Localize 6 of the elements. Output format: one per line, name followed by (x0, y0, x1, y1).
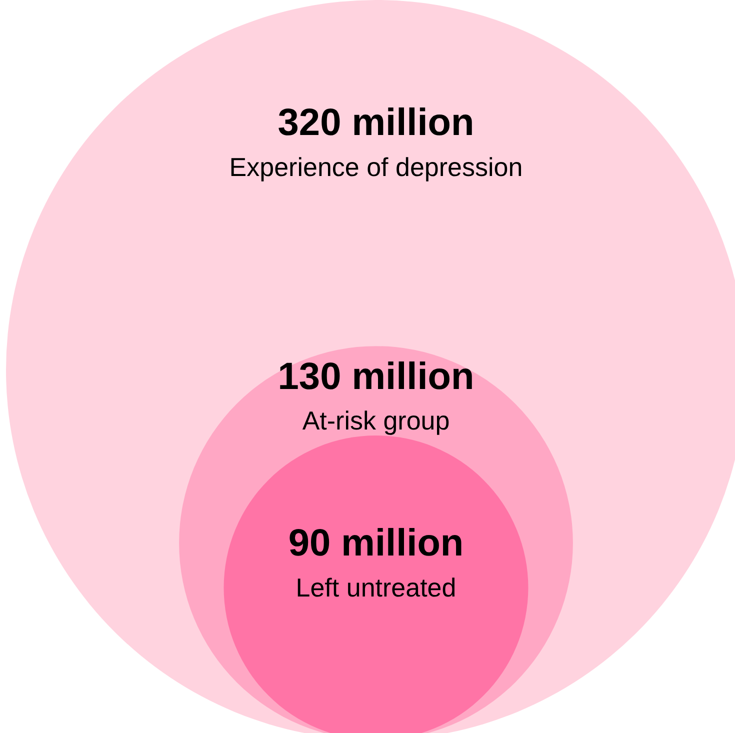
data-label: 130 million (278, 356, 474, 398)
data-label: 320 million (278, 102, 474, 144)
data-label: 90 million (288, 522, 464, 565)
category-label: At-risk group (302, 405, 450, 436)
category-label: Left untreated (296, 572, 456, 602)
category-label: Experience of depression (229, 152, 523, 182)
